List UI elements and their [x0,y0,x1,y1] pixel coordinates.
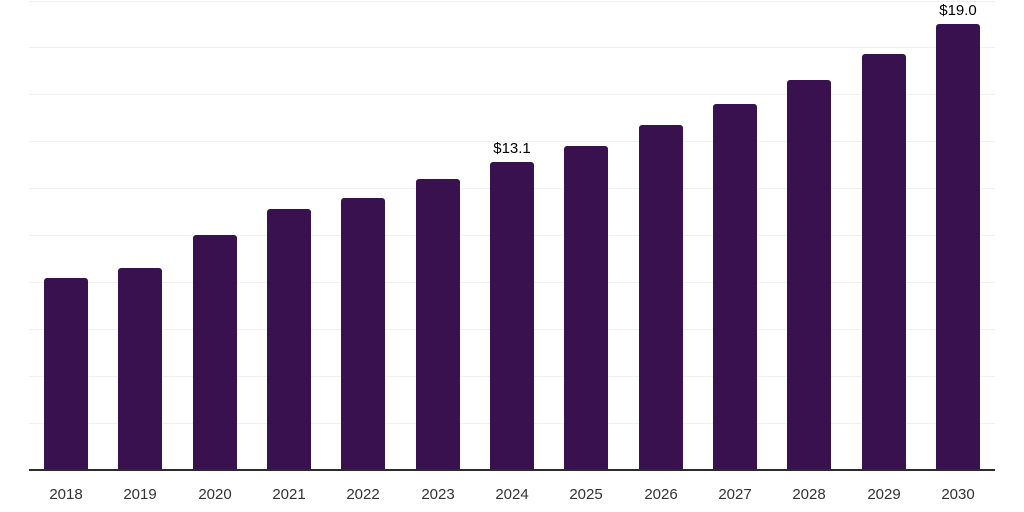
x-axis-label-2025: 2025 [569,486,603,503]
gridline [29,141,995,142]
x-axis-label-2028: 2028 [792,486,826,503]
bar-2020 [193,235,237,470]
data-label-2024: $13.1 [493,140,531,157]
x-axis-label-2029: 2029 [867,486,901,503]
bar-2030 [936,24,980,470]
gridline [29,94,995,95]
x-axis-label-2030: 2030 [941,486,975,503]
bar-2027 [713,104,757,470]
x-axis-label-2027: 2027 [718,486,752,503]
x-axis-label-2021: 2021 [272,486,306,503]
bar-2028 [787,80,831,470]
bar-2018 [44,278,88,470]
x-axis-line [29,469,995,471]
bar-2026 [639,125,683,470]
gridline [29,1,995,2]
x-axis-label-2026: 2026 [644,486,678,503]
bar-2022 [341,198,385,470]
bar-2025 [564,146,608,470]
x-axis-label-2024: 2024 [495,486,529,503]
bar-2023 [416,179,460,470]
bar-2021 [267,209,311,470]
bar-2019 [118,268,162,470]
x-axis-label-2018: 2018 [49,486,83,503]
gridline [29,47,995,48]
data-label-2030: $19.0 [939,2,977,19]
bar-2029 [862,54,906,470]
x-axis-label-2019: 2019 [123,486,157,503]
x-axis-label-2020: 2020 [198,486,232,503]
bar-2024 [490,162,534,470]
x-axis-label-2022: 2022 [346,486,380,503]
x-axis-label-2023: 2023 [421,486,455,503]
